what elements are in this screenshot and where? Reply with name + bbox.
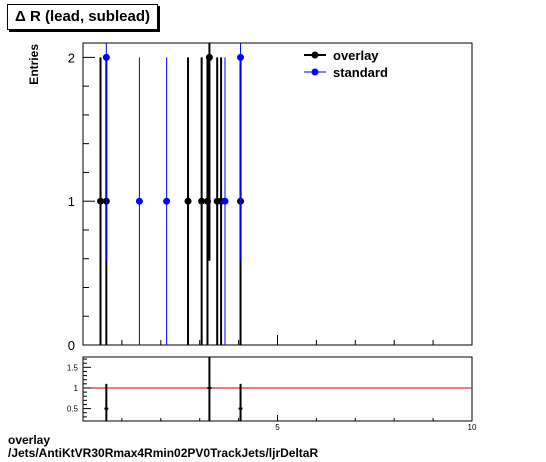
standard-point (163, 197, 171, 205)
ratio-y-tick-label: 1 (74, 384, 79, 393)
ratio-y-tick-label: 1.5 (67, 363, 79, 372)
standard-point (237, 53, 245, 61)
legend-label-overlay: overlay (333, 48, 379, 63)
ratio-frame (82, 356, 473, 422)
legend-label-standard: standard (333, 65, 388, 80)
standard-point (135, 197, 143, 205)
overlay-point (184, 197, 192, 205)
y-axis-label: Entries (27, 44, 41, 85)
legend-marker-standard (311, 68, 319, 76)
y-tick-label: 1 (68, 194, 75, 209)
main-frame (82, 42, 473, 346)
overlay-point (97, 197, 105, 205)
standard-point (102, 53, 110, 61)
y-tick-label: 2 (68, 50, 75, 65)
main-axis-ticks: 0 1 2 (68, 50, 473, 353)
y-tick-label: 0 (68, 338, 75, 353)
main-series (97, 43, 245, 345)
ratio-series (104, 357, 243, 421)
legend-marker-overlay (311, 51, 319, 59)
ratio-x-tick-label: 5 (275, 423, 280, 432)
footer-label: overlay (8, 433, 51, 447)
overlay-point (198, 197, 206, 205)
ratio-x-tick-label: 10 (468, 423, 477, 432)
standard-point (221, 197, 229, 205)
overlay-point (205, 53, 213, 61)
ratio-y-tick-label: 0.5 (67, 405, 79, 414)
footer-path: /Jets/AntiKtVR30Rmax4Rmin02PV0TrackJets/… (8, 446, 319, 460)
legend: overlay standard (304, 48, 388, 80)
main-plot-frame (82, 42, 473, 346)
ratio-plot-frame (82, 356, 473, 422)
ratio-axis-ticks: 0.5 1 1.5 5 10 (67, 358, 477, 432)
chart-title: Δ R (lead, sublead) (7, 4, 158, 30)
